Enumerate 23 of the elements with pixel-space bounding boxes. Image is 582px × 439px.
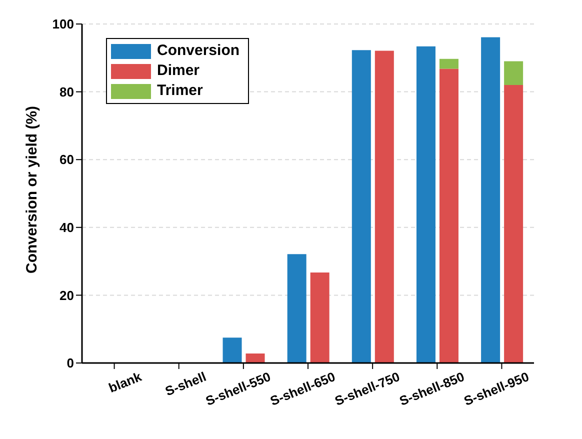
y-tick-label: 0 [66,356,74,371]
y-tick-label: 80 [60,84,74,100]
y-tick-label: 60 [60,152,74,168]
bar [504,61,524,86]
bar [439,68,458,363]
legend-label: Conversion [157,41,240,61]
bar [222,338,242,363]
bar [416,46,436,363]
y-axis-title: Conversion or yield (%) [23,106,40,274]
bar [481,37,500,363]
y-tick-label: 100 [52,16,74,32]
y-tick-label: 40 [60,220,74,236]
bar [246,354,265,363]
legend-label: Dimer [157,61,200,81]
bar [287,254,306,363]
bar [439,58,458,69]
x-tick-label: blank [106,368,144,396]
bar [374,50,394,363]
legend-label: Trimer [157,81,203,101]
y-tick-label: 20 [60,288,74,303]
bar [504,85,524,363]
bar [352,50,371,363]
bar [310,272,330,363]
